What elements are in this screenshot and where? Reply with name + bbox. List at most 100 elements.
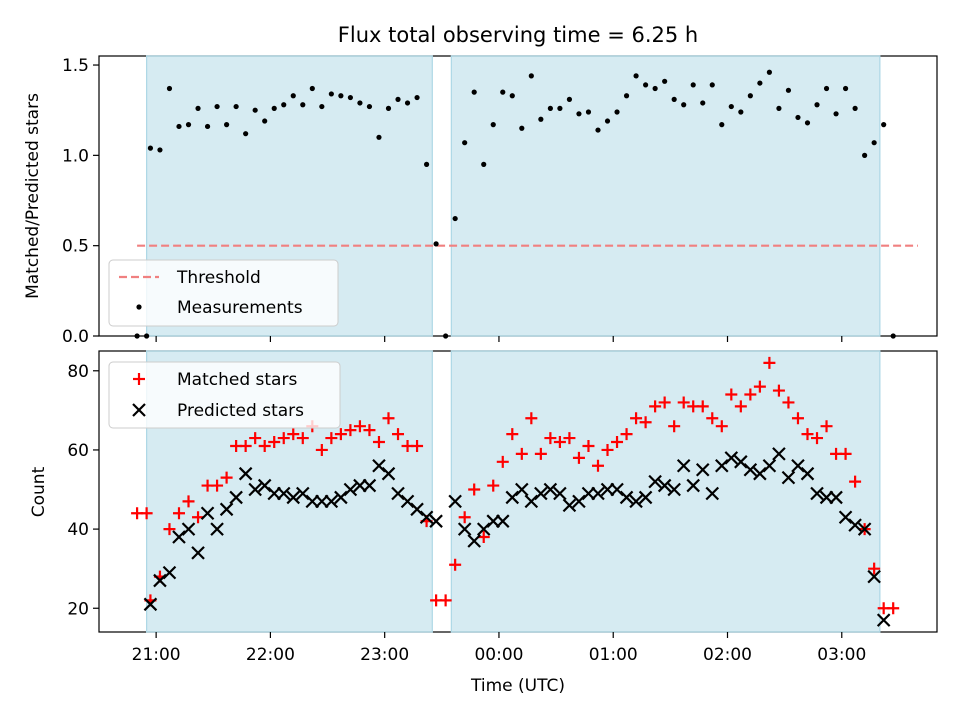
matched-star-point [411, 439, 424, 452]
matched-star-point [525, 412, 538, 425]
predicted-star-point [753, 466, 767, 481]
predicted-star-point [791, 458, 805, 473]
measurement-point [423, 161, 430, 167]
matched-star-point [744, 388, 757, 401]
predicted-star-point [629, 494, 643, 509]
predicted-star-point [762, 458, 777, 473]
measurement-point [195, 105, 201, 111]
predicted-star-point [324, 494, 339, 509]
measurement-point [785, 87, 792, 93]
predicted-star-point [276, 486, 291, 501]
measurement-point [309, 85, 315, 92]
predicted-star-point [781, 470, 796, 485]
predicted-star-point [296, 486, 310, 501]
bottom-y-label: Count [29, 466, 49, 517]
predicted-star-point [229, 490, 243, 505]
measurement-points [134, 69, 896, 339]
predicted-star-point [867, 569, 881, 584]
x-tick-label: 00:00 [474, 645, 523, 665]
matched-star-point [220, 471, 233, 484]
bottom-y-axis: 20 40 60 80 [67, 362, 99, 619]
measurement-point [795, 114, 801, 121]
predicted-star-point [705, 486, 720, 501]
matched-star-point [334, 428, 347, 441]
matched-star-point [734, 400, 747, 413]
matched-star-point [630, 412, 643, 425]
matched-star-point [601, 443, 614, 456]
matched-star-point [591, 459, 604, 472]
top-y-label: Matched/Predicted stars [23, 93, 43, 299]
matched-star-point [287, 428, 300, 441]
predicted-star-point [638, 490, 653, 505]
measurement-point [833, 111, 839, 117]
measurement-point [652, 85, 658, 92]
predicted-star-point [657, 478, 672, 493]
measurement-point [719, 122, 725, 128]
measurement-point [144, 333, 150, 339]
measurement-point [452, 215, 458, 222]
predicted-star-point [591, 486, 605, 501]
matched-star-point [211, 479, 224, 492]
predicted-star-point [191, 546, 205, 560]
measurement-point [528, 73, 534, 79]
predicted-star-point [334, 490, 348, 505]
top-legend: Threshold Measurements [108, 259, 339, 327]
matched-star-point [572, 451, 585, 464]
measurement-point [614, 109, 620, 115]
matched-star-point [353, 420, 366, 433]
predicted-star-point [724, 451, 739, 465]
predicted-star-point [238, 466, 253, 481]
predicted-star-point [743, 462, 758, 477]
predicted-star-point [143, 597, 158, 612]
matched-star-point [468, 483, 481, 496]
measurement-point [233, 103, 239, 110]
measurement-point [643, 82, 649, 88]
matched-star-point [363, 424, 376, 437]
predicted-star-point [838, 510, 853, 525]
measurement-point [519, 125, 525, 131]
predicted-star-point [848, 518, 862, 532]
measurement-point [776, 105, 782, 111]
matched-stars-points [131, 356, 900, 615]
predicted-star-point [457, 522, 472, 536]
measurement-point [595, 127, 601, 133]
legend-matched-label: Matched stars [177, 370, 297, 390]
predicted-star-point [448, 494, 462, 509]
matched-star-point [477, 531, 490, 544]
measurement-point [176, 123, 182, 130]
predicted-star-point [676, 458, 691, 473]
measurement-point [690, 82, 696, 88]
matched-star-point [763, 356, 776, 369]
measurement-point [604, 118, 611, 124]
matched-star-point [544, 432, 557, 445]
x-tick-label: 01:00 [589, 645, 638, 665]
matched-star-point [715, 420, 728, 433]
predicted-star-point [467, 534, 481, 548]
matched-star-point [839, 447, 852, 460]
measurement-point [890, 333, 896, 339]
predicted-star-point [505, 490, 520, 505]
measurement-point [414, 94, 420, 101]
matched-star-point [382, 412, 395, 425]
matched-star-point [582, 439, 595, 452]
matched-star-point [182, 495, 195, 508]
predicted-star-point [372, 458, 386, 473]
measurement-point [433, 241, 439, 247]
measurement-point [681, 102, 687, 108]
predicted-star-point [200, 506, 215, 521]
matched-star-point [344, 424, 357, 437]
measurement-point [166, 85, 173, 92]
measurement-point [671, 96, 677, 102]
measurement-point [224, 122, 230, 128]
matched-star-point [649, 400, 662, 413]
predicted-star-point [391, 486, 405, 501]
matched-star-point [611, 436, 624, 449]
matched-star-point [849, 475, 862, 488]
predicted-star-point [772, 447, 786, 461]
predicted-star-point [153, 573, 167, 588]
measurement-point [662, 78, 668, 84]
predicted-star-point [572, 494, 586, 509]
shaded-interval [450, 55, 881, 337]
measurement-point [376, 134, 382, 140]
